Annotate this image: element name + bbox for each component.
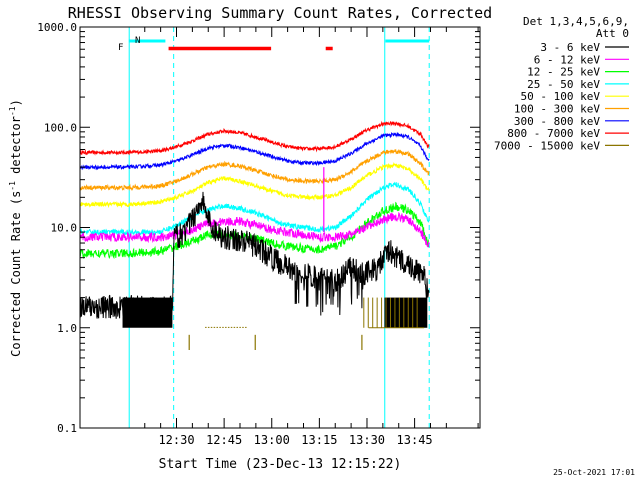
x-tick-label: 12:30 bbox=[158, 433, 194, 447]
legend-entry-label: 800 - 7000 keV bbox=[507, 127, 600, 140]
series-7000-15000-kev-dot bbox=[230, 326, 233, 328]
series-7000-15000-kev-dot bbox=[213, 326, 216, 328]
y-axis-label-post: ) bbox=[9, 99, 23, 106]
flag-label-n: N bbox=[135, 36, 140, 46]
chart-title: RHESSI Observing Summary Count Rates, Co… bbox=[68, 4, 492, 22]
legend-header-line-1: Det 1,3,4,5,6,9, bbox=[523, 15, 629, 28]
legend-entry-label: 300 - 800 keV bbox=[514, 115, 600, 128]
series-7000-15000-kev-dot bbox=[219, 326, 221, 328]
y-tick-label: 10.0 bbox=[51, 222, 78, 235]
plot-area: F N 1000.0 100.0 10.0 1.0 0.1 12:30 12:45 13:00 13… bbox=[37, 21, 481, 447]
legend-entry-label: 6 - 12 keV bbox=[534, 53, 601, 66]
x-tick-label: 13:45 bbox=[397, 433, 433, 447]
series-7000-15000-kev-dot bbox=[207, 326, 210, 328]
x-tick-label: 13:15 bbox=[301, 433, 337, 447]
series-line-300-800kev bbox=[79, 131, 430, 171]
series-line-800-7000kev bbox=[79, 120, 430, 156]
y-tick-label: 0.1 bbox=[57, 422, 77, 435]
y-axis-label-exp2: -1 bbox=[8, 106, 17, 116]
x-tick-label: 13:00 bbox=[254, 433, 290, 447]
x-tick-label: 12:45 bbox=[206, 433, 242, 447]
series-line-100-300kev bbox=[79, 148, 430, 192]
flag-label-f: F bbox=[118, 43, 123, 53]
series-7000-15000-kev-dot bbox=[242, 326, 244, 328]
legend-entry-label: 7000 - 15000 keV bbox=[494, 139, 600, 152]
y-axis-label-exp1: -1 bbox=[8, 181, 17, 191]
x-axis-label: Start Time (23-Dec-13 12:15:22) bbox=[159, 457, 402, 472]
legend-header-line-2: Att 0 bbox=[596, 27, 629, 40]
series-7000-15000-kev-dot bbox=[210, 326, 213, 328]
series-line-6-12kev bbox=[79, 211, 430, 248]
series-7000-15000-kev-dot bbox=[222, 326, 224, 328]
legend-entry-label: 3 - 6 keV bbox=[540, 41, 600, 54]
series-7000-15000-kev-dot bbox=[236, 326, 239, 328]
series-7000-15000-kev-dot bbox=[216, 326, 219, 328]
series-3-6-kev-low-block-1 bbox=[384, 297, 428, 328]
series-line-25-50kev bbox=[79, 181, 430, 237]
y-tick-label: 1.0 bbox=[57, 322, 77, 335]
y-axis-label-pre: Corrected Count Rate (s bbox=[9, 191, 23, 357]
y-axis-label-mid: detector bbox=[9, 116, 23, 181]
series-7000-15000-kev-dot bbox=[239, 326, 241, 328]
footer-timestamp: 25-Oct-2021 17:01 bbox=[553, 468, 635, 477]
legend-entry-label: 12 - 25 keV bbox=[527, 66, 600, 79]
series-line-50-100kev bbox=[79, 161, 430, 209]
series-7000-15000-kev-dot bbox=[205, 326, 207, 328]
series-line-3-6kev bbox=[79, 191, 430, 320]
series-7000-15000-kev-dot bbox=[233, 326, 236, 328]
series-7000-15000-kev-dot bbox=[225, 326, 227, 328]
y-tick-label: 100.0 bbox=[44, 121, 77, 134]
legend-entry-label: 50 - 100 keV bbox=[521, 90, 601, 103]
legend-entry-label: 100 - 300 keV bbox=[514, 103, 600, 116]
series-7000-15000-kev-dot bbox=[245, 326, 247, 328]
y-axis-label: Corrected Count Rate (s-1 detector-1) bbox=[8, 99, 23, 357]
legend-entry-label: 25 - 50 keV bbox=[527, 78, 600, 91]
series-7000-15000-kev-dot bbox=[227, 326, 230, 328]
y-tick-label: 1000.0 bbox=[37, 21, 77, 34]
x-tick-label: 13:30 bbox=[349, 433, 385, 447]
